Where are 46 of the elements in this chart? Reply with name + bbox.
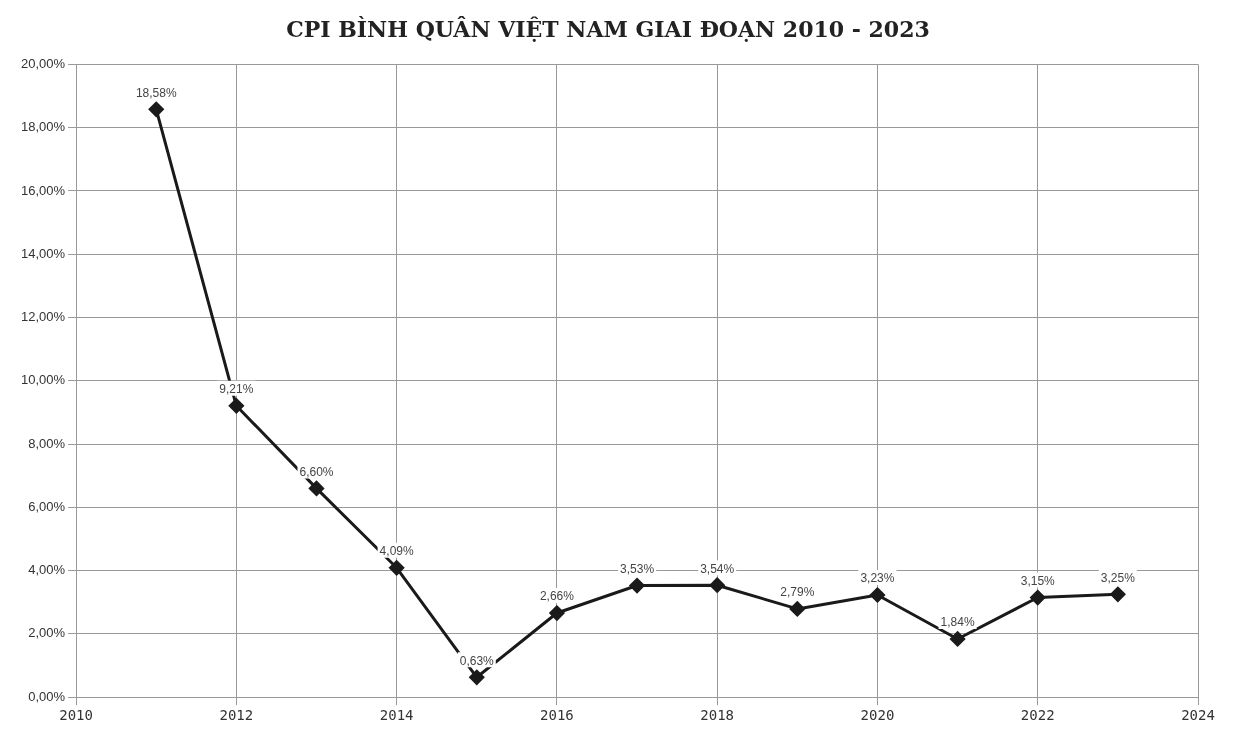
data-label: 3,15% (1020, 573, 1056, 588)
y-tick-label: 14,00% (21, 245, 66, 261)
y-tick-label: 2,00% (28, 625, 66, 641)
data-label: 1,84% (940, 615, 975, 630)
point (469, 669, 485, 685)
data-label: 3,53% (620, 561, 655, 576)
x-tick-label: 2016 (540, 707, 574, 724)
data-label: 2,79% (780, 585, 815, 600)
x-tick-label: 2012 (219, 707, 254, 724)
y-tick-label: 20,00% (21, 55, 66, 71)
point (549, 605, 565, 621)
point (789, 601, 805, 617)
data-label: 6,60% (299, 464, 334, 479)
data-label: 4,09% (379, 544, 414, 559)
data-label: 3,25% (1100, 570, 1136, 585)
data-label: 9,21% (219, 382, 254, 397)
data-label: 3,54% (700, 561, 735, 576)
data-label: 18,58% (135, 85, 177, 100)
point (228, 398, 244, 414)
point (709, 577, 725, 593)
y-tick-label: 16,00% (21, 182, 66, 198)
point (389, 560, 405, 576)
x-tick-label: 2018 (700, 707, 735, 724)
y-tick-label: 6,00% (28, 498, 66, 514)
point (309, 480, 324, 496)
chart-title: CPI BÌNH QUÂN VIỆT NAM GIAI ĐOẠN 2010 - 2023 (286, 15, 930, 42)
y-tick-label: 12,00% (21, 309, 66, 325)
point (1110, 586, 1126, 602)
y-tick-label: 8,00% (28, 435, 66, 451)
y-tick-label: 10,00% (21, 372, 66, 388)
x-tick-label: 2014 (379, 707, 414, 724)
y-tick-label: 0,00% (28, 688, 66, 704)
x-tick-label: 2020 (860, 707, 895, 724)
point (869, 587, 885, 603)
point (629, 578, 645, 594)
y-tick-label: 18,00% (21, 119, 66, 135)
x-tick-label: 2024 (1181, 707, 1215, 724)
point (1030, 590, 1046, 606)
data-label: 3,23% (860, 571, 895, 586)
point (148, 101, 164, 117)
x-tick-label: 2010 (59, 707, 93, 724)
x-tick-label: 2022 (1020, 707, 1055, 724)
y-tick-label: 4,00% (28, 562, 66, 578)
point (950, 631, 966, 647)
data-label: 2,66% (539, 589, 575, 604)
data-label: 0,63% (459, 653, 495, 668)
